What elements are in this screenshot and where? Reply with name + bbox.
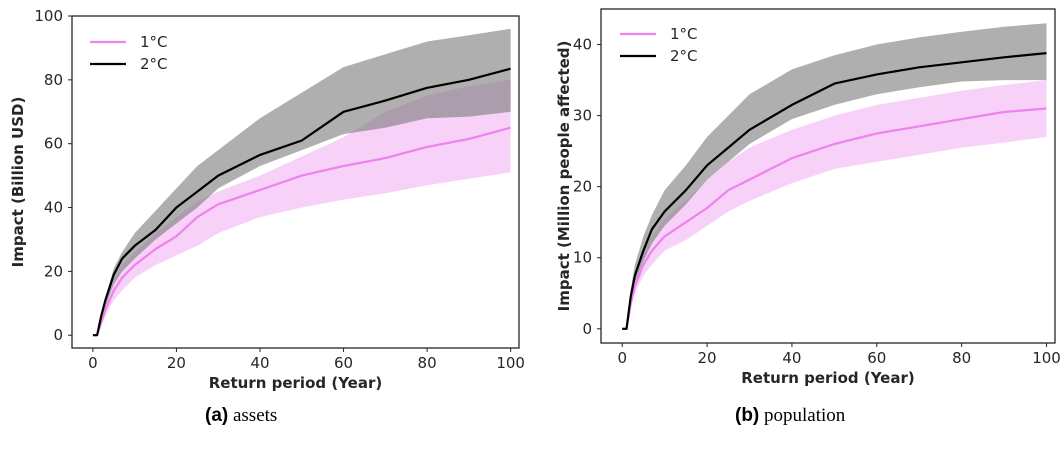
axes-frame [71, 15, 520, 349]
legend-label-2c: 2°C [670, 47, 698, 65]
x-tick-label: 80 [418, 354, 437, 372]
line-2c [622, 52, 1047, 330]
x-tick-label: 100 [1032, 349, 1061, 367]
y-axis-label: Impact (Million people affected) [555, 41, 573, 312]
x-axis-label: Return period (Year) [209, 374, 382, 392]
line-1c [622, 107, 1047, 330]
legend: 1°C2°C [620, 25, 698, 65]
x-tick-label: 20 [167, 354, 186, 372]
y-tick-label: 40 [44, 199, 63, 217]
panel-population: 0 20 40 60 80 100 0 10 20 30 40 Return period (Year… [555, 8, 1061, 387]
y-tick-label: 20 [44, 262, 63, 280]
y-tick-label: 0 [582, 320, 592, 338]
caption-a: (a) assets [205, 405, 277, 427]
caption-a-label: (a) [205, 405, 229, 426]
x-tick-label: 20 [698, 349, 717, 367]
y-axis-label: Impact (Billion USD) [9, 97, 27, 268]
legend-label-2c: 2°C [140, 55, 168, 73]
y-tick-label: 0 [53, 326, 63, 344]
x-tick-label: 100 [496, 354, 525, 372]
plot-area [622, 23, 1047, 330]
caption-a-text: assets [232, 405, 278, 426]
x-tick-label: 60 [867, 349, 886, 367]
y-tick-label: 20 [573, 178, 592, 196]
x-tick-label: 60 [334, 354, 353, 372]
band-2c [622, 23, 1047, 329]
band-1c [92, 79, 511, 336]
x-tick-label: 40 [250, 354, 269, 372]
plot-area [92, 28, 511, 337]
x-tick-label: 0 [88, 354, 98, 372]
caption-b: (b) population [735, 405, 845, 427]
x-tick-label: 80 [952, 349, 971, 367]
y-tick-label: 60 [44, 135, 63, 153]
axes-frame [600, 8, 1056, 344]
y-tick-label: 100 [34, 7, 63, 25]
y-tick-label: 30 [573, 107, 592, 125]
y-tick-label: 40 [573, 36, 592, 54]
x-tick-label: 40 [782, 349, 801, 367]
line-2c [92, 67, 511, 337]
y-tick-label: 80 [44, 71, 63, 89]
legend-label-1c: 1°C [140, 33, 168, 51]
panel-assets: 0 20 40 60 80 100 0 20 40 60 80 100 Return period (Y… [9, 7, 525, 392]
x-axis-label: Return period (Year) [741, 369, 914, 387]
legend: 1°C2°C [90, 33, 168, 73]
caption-b-text: population [764, 405, 846, 426]
line-1c [92, 126, 511, 337]
caption-b-label: (b) [735, 405, 760, 426]
x-tick-label: 0 [617, 349, 627, 367]
band-2c [92, 28, 511, 336]
y-tick-label: 10 [573, 249, 592, 267]
band-1c [622, 80, 1047, 329]
legend-label-1c: 1°C [670, 25, 698, 43]
